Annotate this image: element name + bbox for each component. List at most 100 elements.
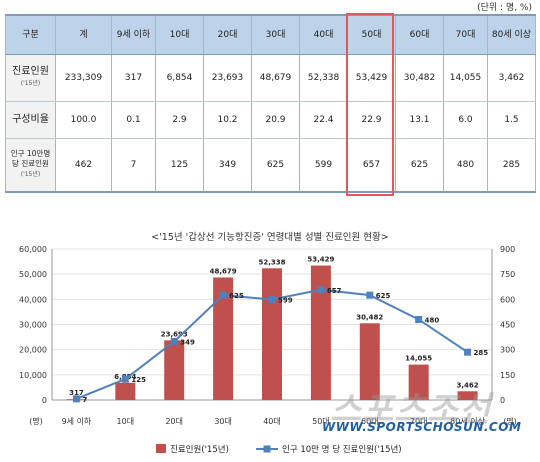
table-cell: 480 — [443, 138, 488, 193]
table-cell: 30,482 — [395, 54, 444, 102]
table-header-cell: 70대 — [443, 14, 488, 55]
y2-tick-label: 0 — [500, 396, 505, 405]
bar-data-label: 3,462 — [456, 381, 478, 389]
table-cell: 22.4 — [299, 101, 348, 139]
table-header-cell: 10대 — [155, 14, 204, 55]
watermark-logo: 스포츠조선 — [330, 390, 492, 430]
y-unit-label: (명) — [29, 416, 43, 426]
table-header-cell: 구분 — [5, 14, 56, 55]
legend-line-marker — [263, 445, 271, 453]
y-tick-label: 0 — [42, 396, 47, 405]
bar — [310, 265, 331, 400]
table-cell: 625 — [251, 138, 300, 193]
chart-title: <'15년 '갑상선 기능항진증' 연령대별 성별 진료인원 현황> — [151, 232, 389, 243]
table-header-cell: 50대 — [347, 14, 396, 55]
table-cell: 625 — [395, 138, 444, 193]
line-data-label: 599 — [278, 297, 293, 305]
table-cell: 462 — [55, 138, 112, 193]
bar — [262, 268, 282, 400]
table-row: 구성비율 100.0 0.1 2.9 10.2 20.9 22.4 22.9 1… — [5, 101, 536, 139]
row-header: 구성비율 — [5, 101, 56, 139]
table-cell: 317 — [111, 54, 156, 102]
table-cell: 1.5 — [487, 101, 536, 139]
line-data-label: 657 — [327, 287, 342, 295]
table-header-cell: 계 — [55, 14, 112, 55]
table-cell: 10.2 — [203, 101, 252, 139]
y-tick-label: 10,000 — [19, 371, 47, 380]
table-cell: 599 — [299, 138, 348, 193]
bar-data-label: 30,482 — [356, 313, 383, 321]
table-cell: 233,309 — [55, 54, 112, 102]
y2-tick-label: 600 — [500, 295, 515, 304]
table-cell: 2.9 — [155, 101, 204, 139]
unit-label: (단위 : 명, %) — [477, 3, 532, 13]
line-point — [415, 315, 423, 323]
x-tick-label: 80세 이상 — [450, 416, 485, 426]
table-cell: 20.9 — [251, 101, 300, 139]
bar-data-label: 14,055 — [405, 355, 432, 363]
table-header-cell: 60대 — [395, 14, 444, 55]
table-cell: 14,055 — [443, 54, 488, 102]
y2-unit-label: (명) — [503, 416, 517, 426]
table-header-cell: 9세 이하 — [111, 14, 156, 55]
bar — [164, 340, 185, 400]
line-data-label: 480 — [425, 316, 440, 324]
legend-line-label: 인구 10만 명 당 진료인원('15년) — [282, 444, 402, 455]
line-data-label: 625 — [376, 292, 391, 300]
line-point — [366, 291, 374, 299]
bar — [457, 391, 478, 400]
line-point — [464, 348, 472, 356]
table-cell: 3,462 — [487, 54, 536, 102]
x-tick-label: 10대 — [117, 417, 135, 426]
row-header-label: 진료인원 — [12, 66, 49, 77]
x-tick-label: 9세 이하 — [62, 416, 92, 426]
y2-tick-label: 300 — [500, 346, 515, 355]
watermark-url: WWW.SPORTSCHOSUN.COM — [322, 420, 522, 434]
bar — [408, 364, 429, 400]
x-tick-label: 50대 — [312, 417, 330, 426]
row-header-label: 인구 10만명 당 진료인원 — [10, 149, 51, 168]
bar-data-label: 53,429 — [307, 256, 334, 264]
y-tick-label: 40,000 — [19, 295, 47, 304]
table-cell: 285 — [487, 138, 536, 193]
table-cell: 23,693 — [203, 54, 252, 102]
y-tick-label: 20,000 — [19, 346, 47, 355]
bar-data-label: 48,679 — [210, 267, 237, 275]
table-header-cell: 80세 이상 — [487, 14, 536, 55]
row-header: 인구 10만명 당 진료인원 ('15년) — [5, 138, 56, 193]
y-tick-label: 60,000 — [19, 245, 47, 254]
table-cell: 13.1 — [395, 101, 444, 139]
table-row: 인구 10만명 당 진료인원 ('15년) 462 7 125 349 625 … — [5, 138, 536, 193]
x-tick-label: 20대 — [165, 417, 183, 426]
table-header-cell: 40대 — [299, 14, 348, 55]
table-cell: 125 — [155, 138, 204, 193]
bar — [213, 277, 234, 400]
legend-bar-label: 진료인원('15년) — [170, 444, 229, 455]
line-point — [317, 286, 325, 294]
line-point — [121, 375, 129, 383]
x-tick-label: 70대 — [410, 417, 428, 426]
x-tick-label: 60대 — [361, 417, 379, 426]
line-point — [72, 395, 80, 403]
bar-data-label: 52,338 — [258, 258, 285, 266]
bar — [359, 323, 380, 400]
row-header-sub: ('15년) — [20, 80, 41, 87]
row-header-sub: ('15년) — [20, 171, 41, 178]
line-data-label: 7 — [82, 396, 87, 404]
table-cell: 52,338 — [299, 54, 348, 102]
y2-tick-label: 450 — [500, 321, 515, 330]
line-data-label: 125 — [131, 376, 146, 384]
line-data-label: 625 — [229, 292, 244, 300]
table-cell: 6,854 — [155, 54, 204, 102]
y-tick-label: 50,000 — [19, 270, 47, 279]
line-data-label: 285 — [474, 349, 489, 357]
stats-table: 구분 계 9세 이하 10대 20대 30대 40대 50대 60대 70대 8… — [5, 14, 536, 193]
y2-tick-label: 900 — [500, 245, 515, 254]
table-cell: 349 — [203, 138, 252, 193]
y2-tick-label: 750 — [500, 270, 515, 279]
table-cell: 48,679 — [251, 54, 300, 102]
line-point — [219, 291, 227, 299]
line-data-label: 349 — [180, 338, 195, 346]
bar-data-label: 23,693 — [161, 330, 188, 338]
